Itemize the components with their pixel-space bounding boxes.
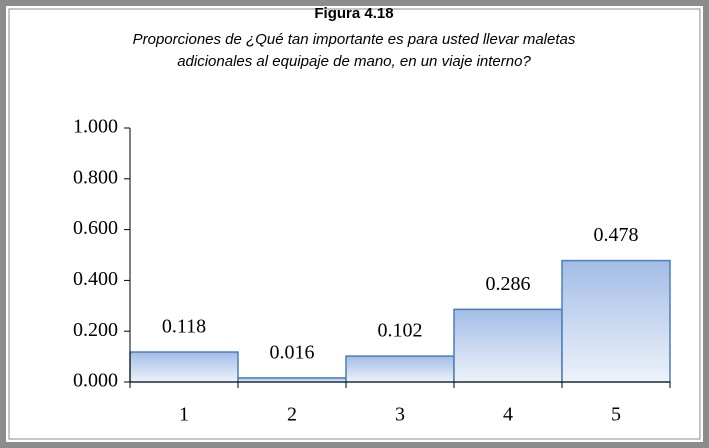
y-tick-label: 1.000 [73,116,118,138]
y-tick-label: 0.000 [73,370,118,392]
bar [129,351,239,383]
x-tick-label: 1 [179,404,189,426]
bar [345,355,455,383]
chart-subtitle: adicionales al equipaje de mano, en un v… [177,53,531,70]
chart-title: Figura 4.18 [314,5,393,22]
data-label: 0.286 [486,273,531,295]
data-label: 0.118 [162,316,206,338]
data-label: 0.102 [378,320,423,342]
y-tick-label: 0.600 [73,217,118,239]
x-tick-label: 2 [287,404,297,426]
data-label: 0.478 [594,224,639,246]
y-tick-label: 0.400 [73,268,118,290]
bar [237,377,347,383]
y-tick-label: 0.200 [73,319,118,341]
chart-subtitle: Proporciones de ¿Qué tan importante es p… [133,31,576,48]
x-tick-label: 5 [611,404,621,426]
inner-frame [8,8,701,440]
x-tick-label: 3 [395,404,405,426]
y-tick-label: 0.800 [73,166,118,188]
bar [453,308,563,383]
x-tick-label: 4 [503,404,513,426]
data-label: 0.016 [270,342,315,364]
bar [561,259,671,383]
